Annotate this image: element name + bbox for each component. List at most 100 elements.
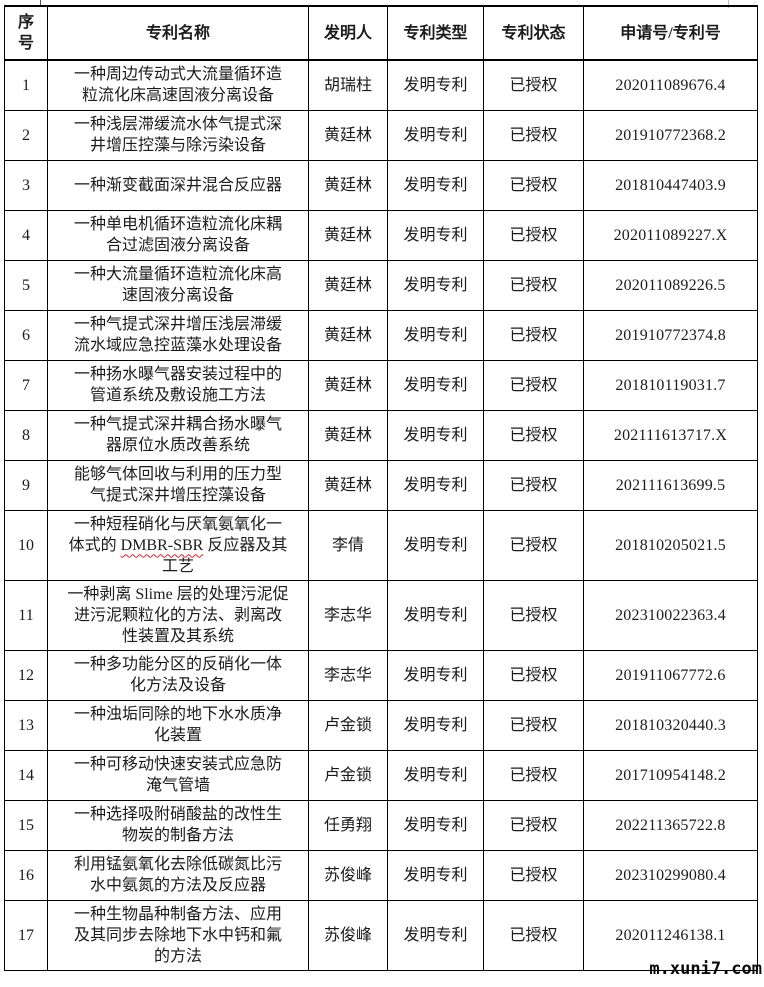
table-row: 14 一种可移动快速安装式应急防淹气管墙 卢金锁 发明专利 已授权 20171095414… — [4, 749, 758, 801]
cell-inventor: 苏俊峰 — [308, 849, 388, 901]
cell-number: 202011246138.1 — [583, 899, 758, 971]
patent-name-text: 反应器及其工艺 — [161, 536, 288, 575]
table-row: 10 一种短程硝化与厌氧氨氧化一体式的 DMBR-SBR 反应器及其工艺 李倩 发明专… — [4, 509, 758, 581]
cell-status: 已授权 — [483, 59, 584, 111]
cell-type: 发明专利 — [387, 159, 484, 211]
cell-status: 已授权 — [483, 749, 584, 801]
cell-index: 6 — [4, 309, 48, 361]
cell-name: 一种浊垢同除的地下水水质净化装置 — [47, 699, 309, 751]
cell-inventor: 黄廷林 — [308, 309, 388, 361]
table-row: 7 一种扬水曝气器安装过程中的管道系统及敷设施工方法 黄廷林 发明专利 已授权 20181… — [4, 359, 758, 411]
cell-inventor: 胡瑞柱 — [308, 59, 388, 111]
cell-type: 发明专利 — [387, 799, 484, 851]
cell-number: 202310022363.4 — [583, 579, 758, 651]
cell-number: 202011089226.5 — [583, 259, 758, 311]
cell-inventor: 苏俊峰 — [308, 899, 388, 971]
cell-status: 已授权 — [483, 579, 584, 651]
cell-number: 202111613717.X — [583, 409, 758, 461]
cell-index: 7 — [4, 359, 48, 411]
cell-index: 15 — [4, 799, 48, 851]
cell-type: 发明专利 — [387, 109, 484, 161]
table-row: 16 利用锰氨氧化去除低碳氮比污水中氨氮的方法及反应器 苏俊峰 发明专利 已授权 2023… — [4, 849, 758, 901]
cell-type: 发明专利 — [387, 59, 484, 111]
cell-type: 发明专利 — [387, 359, 484, 411]
cell-number: 201810320440.3 — [583, 699, 758, 751]
cell-type: 发明专利 — [387, 849, 484, 901]
cell-name: 一种可移动快速安装式应急防淹气管墙 — [47, 749, 309, 801]
cell-inventor: 黄廷林 — [308, 259, 388, 311]
artifact-line-right — [728, 0, 729, 8]
cell-inventor: 李志华 — [308, 649, 388, 701]
spellcheck-underlined-text: DMBR-SBR — [120, 536, 204, 554]
watermark-text: m.xuni7.com — [649, 959, 762, 979]
table-row: 12 一种多功能分区的反硝化一体化方法及设备 李志华 发明专利 已授权 201911067… — [4, 649, 758, 701]
cell-status: 已授权 — [483, 849, 584, 901]
cell-number: 202111613699.5 — [583, 459, 758, 511]
cell-name: 一种大流量循环造粒流化床高速固液分离设备 — [47, 259, 309, 311]
artifact-line-left — [40, 0, 41, 5]
cell-type: 发明专利 — [387, 459, 484, 511]
table-row: 15 一种选择吸附硝酸盐的改性生物炭的制备方法 任勇翔 发明专利 已授权 20221136… — [4, 799, 758, 851]
cell-name: 一种生物晶种制备方法、应用及其同步去除地下水中钙和氟的方法 — [47, 899, 309, 971]
table-header-row: 序号 专利名称 发明人 专利类型 专利状态 申请号/专利号 — [4, 5, 758, 61]
cell-name: 一种选择吸附硝酸盐的改性生物炭的制备方法 — [47, 799, 309, 851]
table-row: 5 一种大流量循环造粒流化床高速固液分离设备 黄廷林 发明专利 已授权 202011089… — [4, 259, 758, 311]
cell-status: 已授权 — [483, 509, 584, 581]
cell-index: 13 — [4, 699, 48, 751]
cell-status: 已授权 — [483, 209, 584, 261]
cell-status: 已授权 — [483, 309, 584, 361]
cell-inventor: 黄廷林 — [308, 359, 388, 411]
table-row: 3 一种渐变截面深井混合反应器 黄廷林 发明专利 已授权 201810447403.9 — [4, 159, 758, 211]
cell-index: 12 — [4, 649, 48, 701]
cell-status: 已授权 — [483, 159, 584, 211]
cell-number: 202211365722.8 — [583, 799, 758, 851]
cell-status: 已授权 — [483, 359, 584, 411]
cell-index: 16 — [4, 849, 48, 901]
column-header-inventor: 发明人 — [308, 5, 388, 61]
cell-number: 201911067772.6 — [583, 649, 758, 701]
cell-index: 11 — [4, 579, 48, 651]
cell-inventor: 卢金锁 — [308, 699, 388, 751]
cell-name: 一种扬水曝气器安装过程中的管道系统及敷设施工方法 — [47, 359, 309, 411]
table-row: 4 一种单电机循环造粒流化床耦合过滤固液分离设备 黄廷林 发明专利 已授权 2020110… — [4, 209, 758, 261]
cell-inventor: 任勇翔 — [308, 799, 388, 851]
table-row: 2 一种浅层滞缓流水体气提式深井增压控藻与除污染设备 黄廷林 发明专利 已授权 20191… — [4, 109, 758, 161]
cell-type: 发明专利 — [387, 899, 484, 971]
cell-inventor: 黄廷林 — [308, 109, 388, 161]
cell-name: 一种气提式深井增压浅层滞缓流水域应急控蓝藻水处理设备 — [47, 309, 309, 361]
cell-index: 17 — [4, 899, 48, 971]
cell-number: 201810119031.7 — [583, 359, 758, 411]
cell-inventor: 黄廷林 — [308, 159, 388, 211]
column-header-number: 申请号/专利号 — [583, 5, 758, 61]
cell-index: 2 — [4, 109, 48, 161]
cell-name: 一种浅层滞缓流水体气提式深井增压控藻与除污染设备 — [47, 109, 309, 161]
column-header-index: 序号 — [4, 5, 48, 61]
cell-number: 201710954148.2 — [583, 749, 758, 801]
cell-name: 一种短程硝化与厌氧氨氧化一体式的 DMBR-SBR 反应器及其工艺 — [47, 509, 309, 581]
table-row: 13 一种浊垢同除的地下水水质净化装置 卢金锁 发明专利 已授权 201810320440… — [4, 699, 758, 751]
cell-inventor: 李志华 — [308, 579, 388, 651]
cell-number: 202011089676.4 — [583, 59, 758, 111]
cell-name: 一种气提式深井耦合扬水曝气器原位水质改善系统 — [47, 409, 309, 461]
cell-type: 发明专利 — [387, 409, 484, 461]
column-header-type: 专利类型 — [387, 5, 484, 61]
table-body: 1 一种周边传动式大流量循环造粒流化床高速固液分离设备 胡瑞柱 发明专利 已授权 2020… — [4, 59, 758, 971]
table-row: 1 一种周边传动式大流量循环造粒流化床高速固液分离设备 胡瑞柱 发明专利 已授权 2020… — [4, 59, 758, 111]
cell-number: 201910772368.2 — [583, 109, 758, 161]
table-row: 17 一种生物晶种制备方法、应用及其同步去除地下水中钙和氟的方法 苏俊峰 发明专利 已授… — [4, 899, 758, 971]
cell-name: 一种多功能分区的反硝化一体化方法及设备 — [47, 649, 309, 701]
cell-index: 1 — [4, 59, 48, 111]
cell-name: 能够气体回收与利用的压力型气提式深井增压控藻设备 — [47, 459, 309, 511]
table-row: 6 一种气提式深井增压浅层滞缓流水域应急控蓝藻水处理设备 黄廷林 发明专利 已授权 201… — [4, 309, 758, 361]
cell-inventor: 黄廷林 — [308, 209, 388, 261]
cell-index: 14 — [4, 749, 48, 801]
cell-status: 已授权 — [483, 259, 584, 311]
cell-status: 已授权 — [483, 649, 584, 701]
cell-number: 201910772374.8 — [583, 309, 758, 361]
cell-type: 发明专利 — [387, 749, 484, 801]
cell-number: 202011089227.X — [583, 209, 758, 261]
cell-name: 一种周边传动式大流量循环造粒流化床高速固液分离设备 — [47, 59, 309, 111]
cell-index: 8 — [4, 409, 48, 461]
patent-name-text: 一种短程硝化与厌氧氨氧化一体式的 — [68, 515, 282, 554]
